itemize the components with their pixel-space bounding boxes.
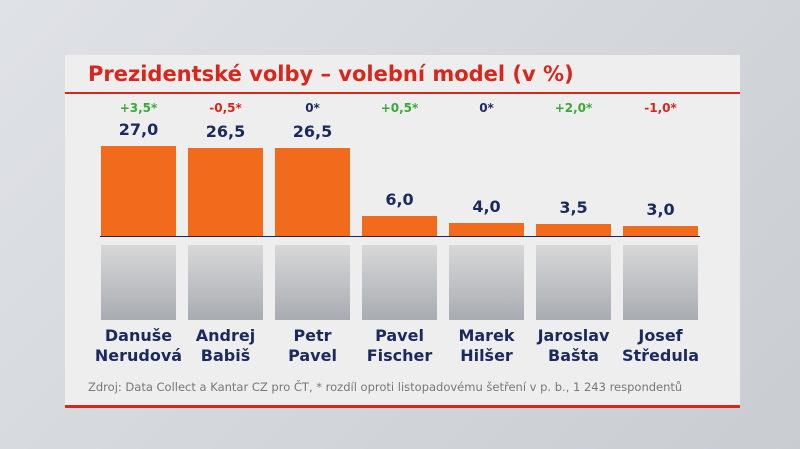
- chart-title: Prezidentské volby – volební model (v %): [88, 62, 574, 86]
- value-label: 3,5: [559, 198, 588, 218]
- baseline: [100, 236, 700, 237]
- change-label: -1,0*: [644, 101, 677, 115]
- bar: [449, 222, 524, 236]
- category-label: Jaroslav Bašta: [537, 326, 610, 365]
- value-label: 6,0: [385, 190, 414, 209]
- category-label: Petr Pavel: [288, 326, 337, 365]
- category-label: Josef Středula: [621, 326, 700, 365]
- value-label: 26,5: [205, 121, 246, 141]
- category-label: Marek Hilšer: [458, 326, 515, 365]
- candidate-photo: [101, 245, 176, 320]
- candidate-photo: [449, 245, 524, 320]
- value-label: 4,0: [472, 196, 501, 216]
- change-label: 0*: [479, 101, 494, 115]
- candidate-photo: [623, 245, 698, 320]
- category-label: Pavel Fischer: [366, 326, 433, 365]
- category-label: Danuše Nerudová: [94, 326, 183, 365]
- candidate-photo: [275, 245, 350, 320]
- value-label: 26,5: [292, 121, 333, 141]
- value-label: 27,0: [118, 120, 159, 139]
- candidate-photo: [362, 245, 437, 320]
- change-label: -0,5*: [209, 101, 242, 115]
- candidate-photo: [536, 245, 611, 320]
- bar: [362, 216, 437, 236]
- candidate-photo: [188, 245, 263, 320]
- title-rule: [65, 92, 740, 94]
- change-label: +2,0*: [554, 101, 593, 115]
- change-label: 0*: [305, 101, 320, 115]
- bar: [188, 147, 263, 236]
- bar: [536, 224, 611, 236]
- change-label: +0,5*: [380, 101, 419, 115]
- bar: [275, 147, 350, 236]
- change-label: +3,5*: [119, 101, 158, 115]
- category-label: Andrej Babiš: [195, 326, 256, 365]
- value-label: 3,0: [646, 200, 675, 219]
- bar: [101, 146, 176, 236]
- bar: [623, 226, 698, 236]
- source-note: Zdroj: Data Collect a Kantar CZ pro ČT, …: [88, 380, 683, 394]
